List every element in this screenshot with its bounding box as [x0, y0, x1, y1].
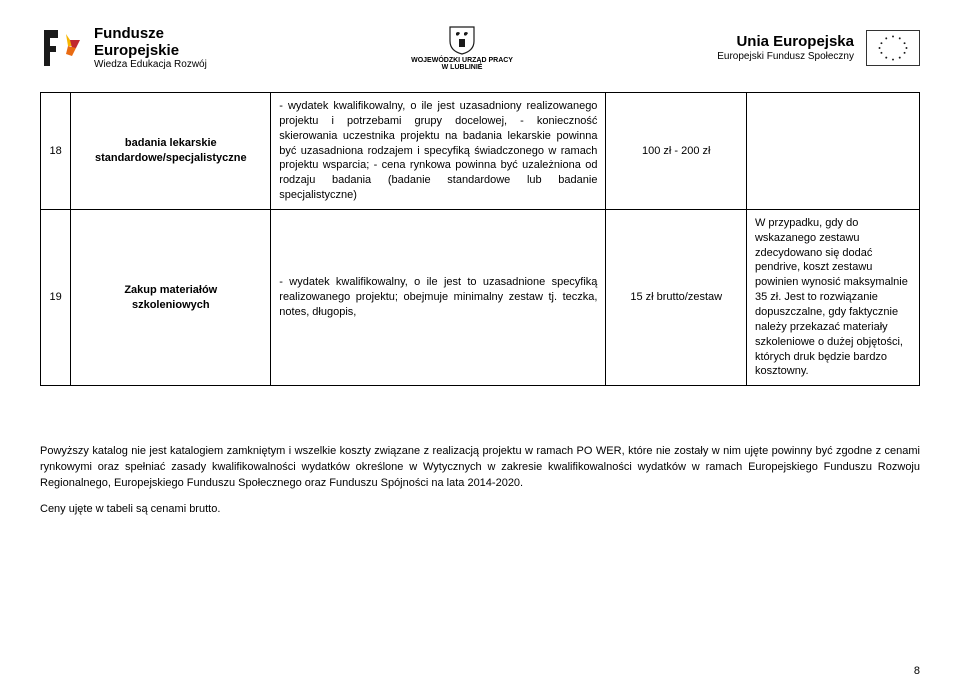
ue-logo-text: Unia Europejska Europejski Fundusz Społe…	[717, 34, 854, 62]
row-name: badania lekarskie standardowe/specjalist…	[71, 93, 271, 210]
logo-wup-lublin: WOJEWÓDZKI URZĄD PRACY W LUBLINIE	[411, 25, 513, 71]
row-description: - wydatek kwalifikowalny, o ile jest to …	[271, 209, 606, 385]
row-number: 19	[41, 209, 71, 385]
logo-fundusze-europejskie: FunduszeEuropejskie Wiedza Edukacja Rozw…	[40, 26, 207, 70]
row-note: W przypadku, gdy do wskazanego zestawu z…	[746, 209, 919, 385]
footer-text: Powyższy katalog nie jest katalogiem zam…	[40, 444, 920, 518]
name-line2: standardowe/specjalistyczne	[95, 152, 247, 164]
fe-subtitle: Europejskie	[94, 42, 179, 59]
row-price: 15 zł brutto/zestaw	[606, 209, 747, 385]
table-row: 18 badania lekarskie standardowe/specjal…	[41, 93, 920, 210]
ue-tagline: Europejski Fundusz Społeczny	[717, 51, 854, 62]
wup-line1: WOJEWÓDZKI URZĄD PRACY	[411, 57, 513, 64]
fe-tagline: Wiedza Edukacja Rozwój	[94, 59, 207, 70]
name-line1: Zakup materiałów	[124, 284, 217, 296]
row-name: Zakup materiałów szkoleniowych	[71, 209, 271, 385]
eu-flag-icon	[866, 30, 920, 66]
name-line2: szkoleniowych	[132, 299, 210, 311]
wup-crest-icon	[446, 25, 478, 55]
ue-title: Unia Europejska	[717, 34, 854, 51]
footer-p1: Powyższy katalog nie jest katalogiem zam…	[40, 444, 920, 492]
footer-p2: Ceny ujęte w tabeli są cenami brutto.	[40, 502, 920, 518]
fe-title: Fundusze	[94, 25, 164, 42]
fe-logo-text: FunduszeEuropejskie Wiedza Edukacja Rozw…	[94, 26, 207, 70]
name-line1: badania lekarskie	[125, 137, 217, 149]
cost-table: 18 badania lekarskie standardowe/specjal…	[40, 92, 920, 386]
row-number: 18	[41, 93, 71, 210]
row-note	[746, 93, 919, 210]
page-number: 8	[914, 665, 920, 677]
row-description: - wydatek kwalifikowalny, o ile jest uza…	[271, 93, 606, 210]
row-price: 100 zł - 200 zł	[606, 93, 747, 210]
logo-unia-europejska: Unia Europejska Europejski Fundusz Społe…	[717, 30, 920, 66]
fe-logo-mark	[40, 26, 84, 70]
table-row: 19 Zakup materiałów szkoleniowych - wyda…	[41, 209, 920, 385]
header-logos: FunduszeEuropejskie Wiedza Edukacja Rozw…	[40, 18, 920, 78]
wup-line2: W LUBLINIE	[442, 64, 483, 71]
wup-caption: WOJEWÓDZKI URZĄD PRACY W LUBLINIE	[411, 57, 513, 71]
